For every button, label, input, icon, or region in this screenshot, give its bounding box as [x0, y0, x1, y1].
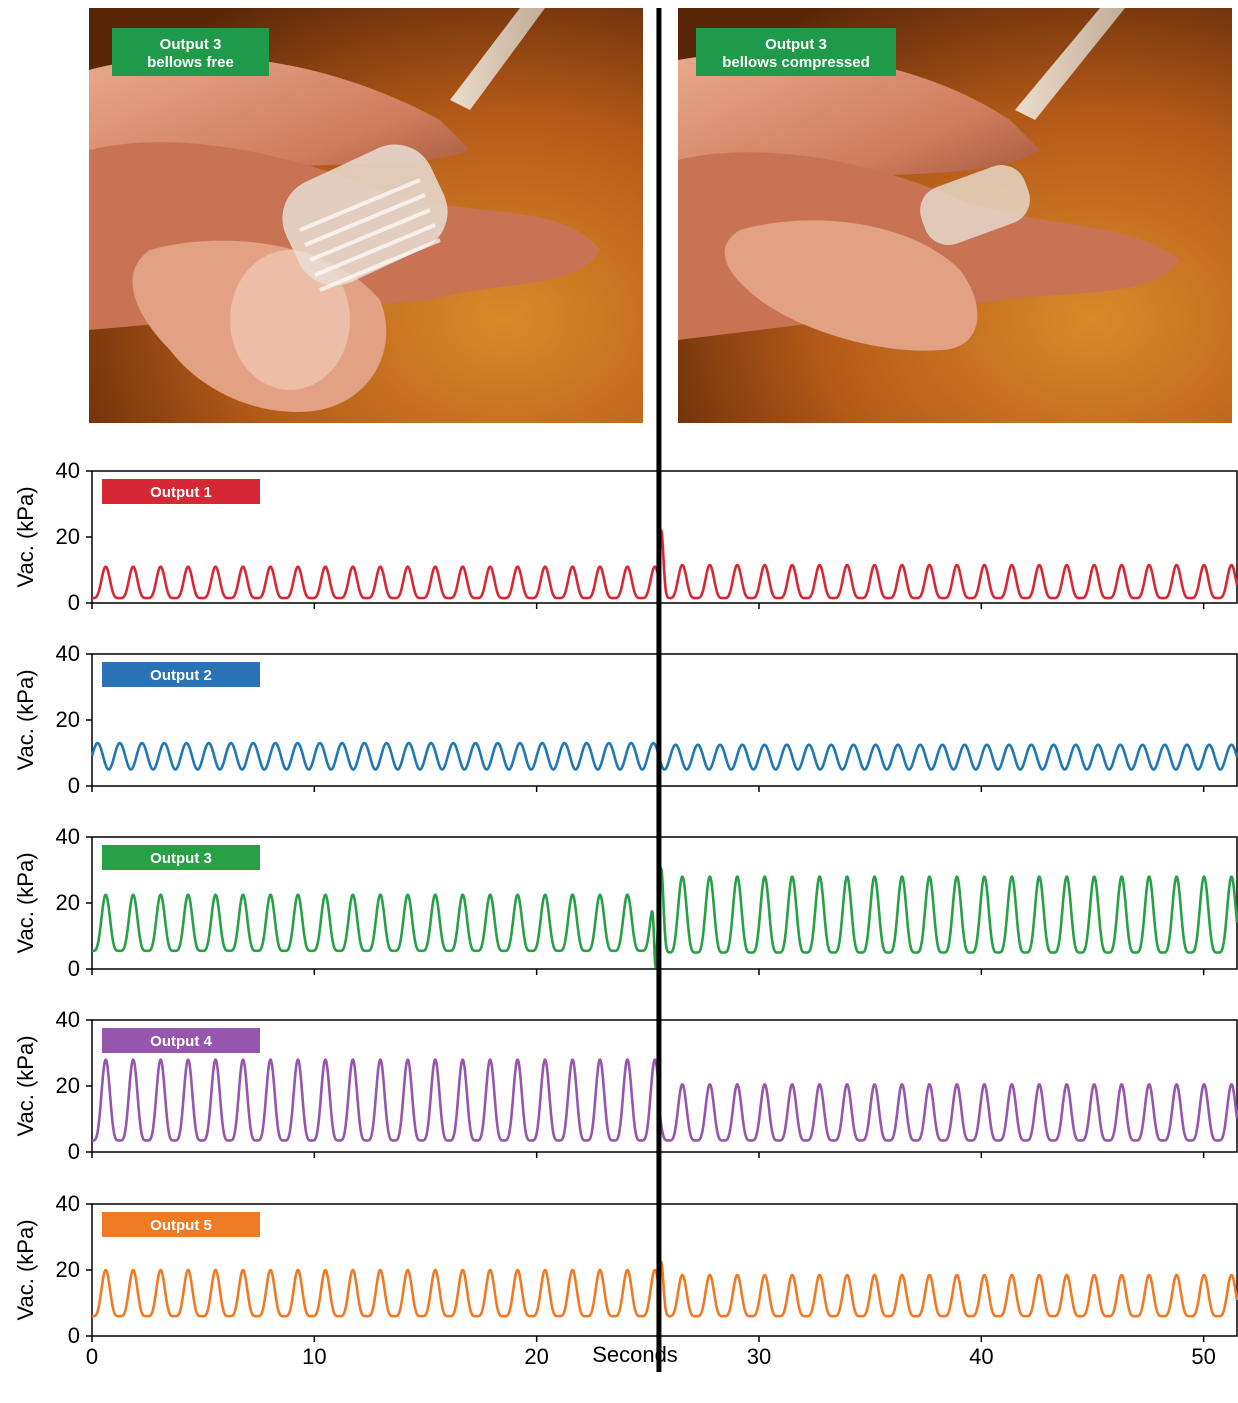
series-line-output-4 [91, 1058, 1238, 1142]
axes-frame [91, 653, 1238, 787]
y-tick-label: 0 [68, 1139, 80, 1164]
y-tick-label: 40 [56, 458, 80, 483]
series-badge-label: Output 5 [150, 1217, 212, 1234]
y-tick-label: 20 [56, 1073, 80, 1098]
panel-4: 0 20 40 Vac. (kPa) Output 4 [13, 1007, 1238, 1164]
y-tick-label: 40 [56, 824, 80, 849]
panel-1: 0 20 40 Vac. (kPa) Output 1 [13, 458, 1238, 615]
photo-label-compressed: Output 3 bellows compressed [696, 28, 896, 76]
y-axis-label: Vac. (kPa) [13, 486, 38, 587]
x-axis-label: Seconds [592, 1342, 678, 1367]
series-badge [102, 662, 260, 687]
y-tick-label: 20 [56, 1257, 80, 1282]
panel-3: 0 20 40 Vac. (kPa) Output 3 [13, 824, 1238, 981]
series-badge [102, 1212, 260, 1237]
photo-label-compressed-line1: Output 3 [765, 36, 827, 53]
x-tick-label: 30 [747, 1344, 771, 1369]
y-tick-label: 40 [56, 1191, 80, 1216]
y-tick-label: 0 [68, 1323, 80, 1348]
series-badge [102, 845, 260, 870]
series-badge-label: Output 1 [150, 484, 212, 501]
y-tick-label: 40 [56, 641, 80, 666]
bellows-compressed-icon [920, 165, 1030, 245]
y-tick-label: 20 [56, 524, 80, 549]
series-badge [102, 1028, 260, 1053]
charts: 0 20 40 Vac. (kPa) Output 1 0 20 40 Vac. (kPa) Ou… [13, 458, 1238, 1369]
y-tick-label: 0 [68, 773, 80, 798]
x-tick-label: 50 [1191, 1344, 1215, 1369]
tube-icon [450, 8, 545, 110]
photo-bellows-compressed [678, 8, 1232, 423]
photo-label-free: Output 3 bellows free [112, 28, 269, 76]
tube-icon [1015, 8, 1125, 120]
series-badge-label: Output 4 [150, 1033, 212, 1050]
x-tick-label: 10 [302, 1344, 326, 1369]
series-line-output-3 [91, 867, 1238, 969]
y-axis-label: Vac. (kPa) [13, 852, 38, 953]
photo-bellows-free [89, 8, 643, 423]
photo-label-compressed-line2: bellows compressed [722, 54, 870, 71]
panel-5: 0 20 40 0 10 20 30 40 50 Vac. (kPa) Output 5 [13, 1191, 1238, 1369]
series-badge-label: Output 3 [150, 850, 212, 867]
panel-2: 0 20 40 Vac. (kPa) Output 2 [13, 641, 1238, 798]
photo-label-free-line2: bellows free [147, 54, 234, 71]
y-tick-label: 20 [56, 707, 80, 732]
x-tick-label: 0 [86, 1344, 98, 1369]
series-line-output-2 [90, 741, 1238, 771]
photo-label-free-line1: Output 3 [160, 36, 222, 53]
y-tick-label: 0 [68, 590, 80, 615]
series-line-output-1 [91, 529, 1238, 600]
axes-frame [91, 1203, 1238, 1337]
x-tick-label: 40 [969, 1344, 993, 1369]
series-line-output-5 [91, 1260, 1238, 1318]
y-axis-label: Vac. (kPa) [13, 1219, 38, 1320]
y-tick-label: 20 [56, 890, 80, 915]
series-badge-label: Output 2 [150, 667, 212, 684]
bellows-icon [282, 144, 448, 292]
series-badge [102, 479, 260, 504]
y-axis-label: Vac. (kPa) [13, 1035, 38, 1136]
y-tick-label: 40 [56, 1007, 80, 1032]
y-axis-label: Vac. (kPa) [13, 669, 38, 770]
y-tick-label: 0 [68, 956, 80, 981]
x-tick-label: 20 [524, 1344, 548, 1369]
